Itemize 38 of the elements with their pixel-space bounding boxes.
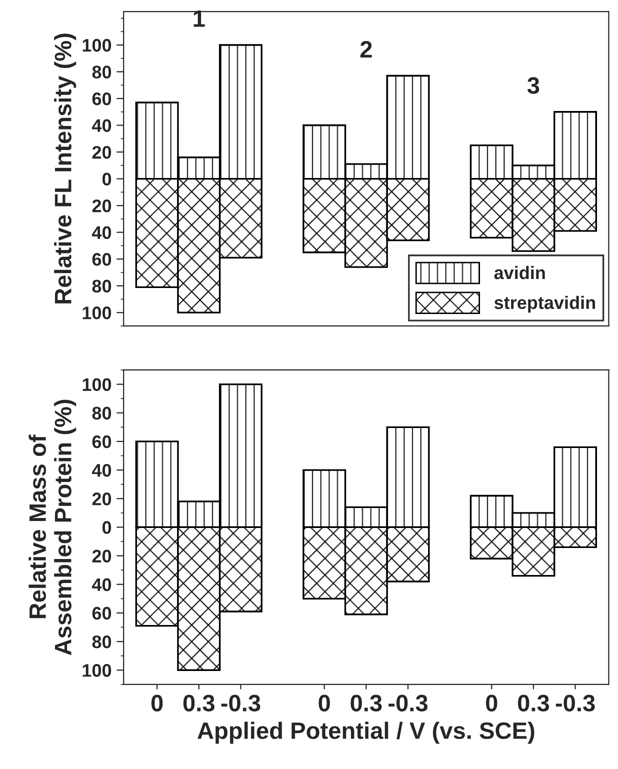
y-tick-label: 60 <box>92 435 112 448</box>
y-tick-label: 100 <box>82 378 112 391</box>
x-tick-label: -0.3 <box>221 694 260 712</box>
x-tick-label: 0 <box>486 694 498 712</box>
y-tick-label: 20 <box>92 550 112 562</box>
annotation: 3 <box>527 77 540 94</box>
y-tick-label: 40 <box>92 226 112 240</box>
y-tick-label: 80 <box>92 406 112 420</box>
y-tick-label: 100 <box>82 664 112 677</box>
y-axis-title: Relative Mass of Assembled Protein (%) <box>28 400 76 656</box>
y-tick-label: 0 <box>102 521 112 534</box>
x-tick-label: 0.3 <box>183 694 214 712</box>
y-tick-label: 40 <box>92 464 112 477</box>
y-tick-label: 80 <box>92 280 112 293</box>
y-tick-label: 20 <box>92 492 112 506</box>
y-tick-label: 100 <box>82 306 112 320</box>
x-tick-label: 0 <box>318 694 330 712</box>
y-tick-label: 80 <box>92 66 112 78</box>
x-tick-label: -0.3 <box>388 694 428 712</box>
y-tick-label: 80 <box>92 635 112 648</box>
y-tick-label: 20 <box>92 146 112 159</box>
y-tick-label: 0 <box>102 172 112 186</box>
x-tick-label: 0.3 <box>518 694 550 712</box>
y-tick-label: 60 <box>92 606 112 620</box>
x-tick-label: -0.3 <box>556 694 595 712</box>
legend-label: streptavidin <box>494 296 595 313</box>
x-axis-title: Applied Potential / V (vs. SCE) <box>198 722 534 744</box>
y-tick-label: 40 <box>92 578 112 592</box>
y-axis-title: Relative FL Intensity (%) <box>54 34 76 304</box>
y-tick-label: 100 <box>82 38 112 52</box>
y-tick-label: 60 <box>92 92 112 106</box>
x-tick-label: 0.3 <box>350 694 382 712</box>
y-tick-label: 60 <box>92 253 112 266</box>
x-tick-label: 0 <box>151 694 163 712</box>
y-tick-label: 20 <box>92 199 112 212</box>
annotation: 2 <box>360 40 372 58</box>
y-tick-label: 40 <box>92 119 112 132</box>
legend-label: avidin <box>494 266 545 280</box>
